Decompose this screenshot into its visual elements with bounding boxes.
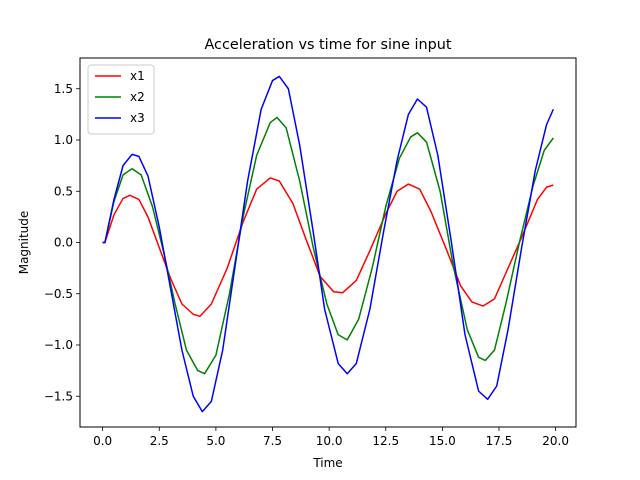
y-tick-label: 0.5 — [54, 184, 73, 198]
y-axis-label: Magnitude — [17, 211, 31, 275]
chart-title: Acceleration vs time for sine input — [204, 37, 451, 53]
x-tick-label: 7.5 — [263, 434, 282, 448]
plot-area — [102, 75, 555, 413]
y-tick-label: −1.5 — [44, 389, 73, 403]
y-tick-label: 1.5 — [54, 82, 73, 96]
legend: x1 x2 x3 — [87, 64, 155, 135]
y-tick-label: −1.0 — [44, 338, 73, 352]
legend-label-x1: x1 — [130, 69, 145, 83]
x-tick-label: 5.0 — [206, 434, 225, 448]
x-tick-label: 15.0 — [429, 434, 456, 448]
x-tick-label: 0.0 — [93, 434, 112, 448]
legend-label-x3: x3 — [130, 111, 145, 125]
x-axis-label: Time — [312, 456, 342, 470]
legend-label-x2: x2 — [130, 90, 145, 104]
legend-box — [87, 64, 155, 135]
x-tick-label: 2.5 — [150, 434, 169, 448]
x-tick-label: 10.0 — [316, 434, 343, 448]
y-tick-label: 0.0 — [54, 236, 73, 250]
series-line-x3 — [102, 75, 555, 413]
series-line-x1 — [102, 177, 554, 318]
x-tick-label: 12.5 — [372, 434, 399, 448]
x-tick-label: 17.5 — [486, 434, 513, 448]
y-tick-label: 1.0 — [54, 133, 73, 147]
x-tick-label: 20.0 — [542, 434, 569, 448]
y-tick-label: −0.5 — [44, 287, 73, 301]
